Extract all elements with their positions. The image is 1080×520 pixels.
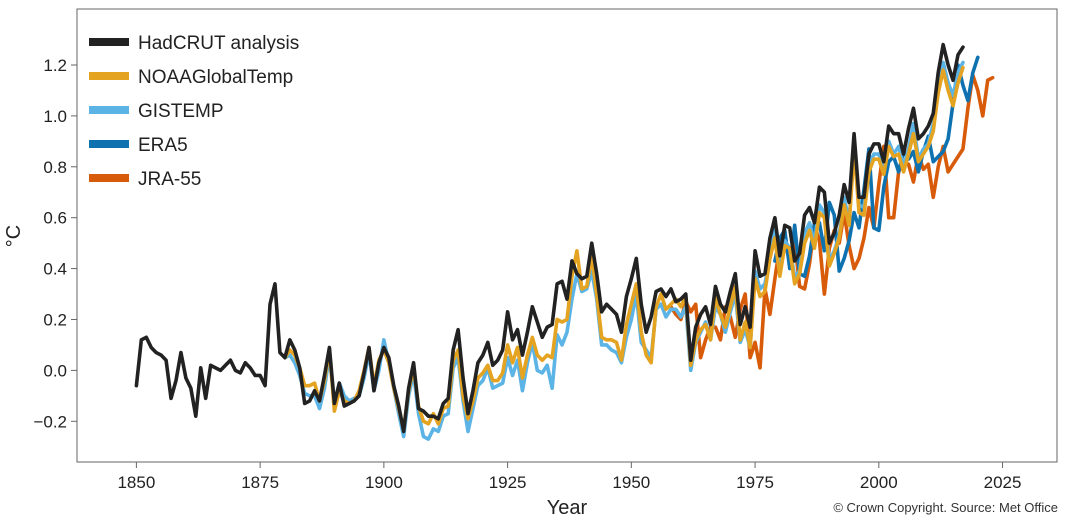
series-lines xyxy=(134,42,995,441)
legend-label-noaaglobaltemp: NOAAGlobalTemp xyxy=(138,67,293,88)
x-tick-label: 1950 xyxy=(612,473,650,492)
x-tick-label: 2000 xyxy=(860,473,898,492)
series-line-hadcrut-analysis xyxy=(134,42,965,434)
x-axis-title: Year xyxy=(547,497,588,519)
series-line-era5 xyxy=(773,55,980,279)
series-line-jra-55 xyxy=(669,73,995,370)
y-tick-label: 1.0 xyxy=(43,107,67,126)
plot-frame xyxy=(76,8,1058,463)
legend-label-hadcrut-analysis: HadCRUT analysis xyxy=(138,33,299,54)
legend: HadCRUT analysis NOAAGlobalTemp GISTEMP ERA… xyxy=(89,33,299,190)
x-tick-label: 1850 xyxy=(117,473,155,492)
y-axis-title: °C xyxy=(3,225,25,247)
x-tick-label: 1875 xyxy=(241,473,279,492)
x-tick-label: 1925 xyxy=(489,473,527,492)
y-tick-label: 0.2 xyxy=(43,310,67,329)
y-tick-label: 0.4 xyxy=(43,260,67,279)
x-tick-label: 1900 xyxy=(365,473,403,492)
x-tick-label: 1975 xyxy=(736,473,774,492)
legend-label-jra-55: JRA-55 xyxy=(138,169,201,190)
y-tick-label: 1.2 xyxy=(43,56,67,75)
y-tick-label: 0.6 xyxy=(43,209,67,228)
y-tick-label: −0.2 xyxy=(33,412,67,431)
y-tick-label: 0.0 xyxy=(43,361,67,380)
legend-label-gistemp: GISTEMP xyxy=(138,101,224,122)
y-axis: −0.2 0.0 0.2 0.4 0.6 0.8 1.0 1.2 xyxy=(33,56,77,431)
y-tick-label: 0.8 xyxy=(43,158,67,177)
copyright-credit: © Crown Copyright. Source: Met Office xyxy=(833,500,1058,515)
legend-label-era5: ERA5 xyxy=(138,135,188,156)
x-axis: 1850 1875 1900 1925 1950 1975 2000 2025 xyxy=(117,462,1021,492)
x-tick-label: 2025 xyxy=(984,473,1022,492)
